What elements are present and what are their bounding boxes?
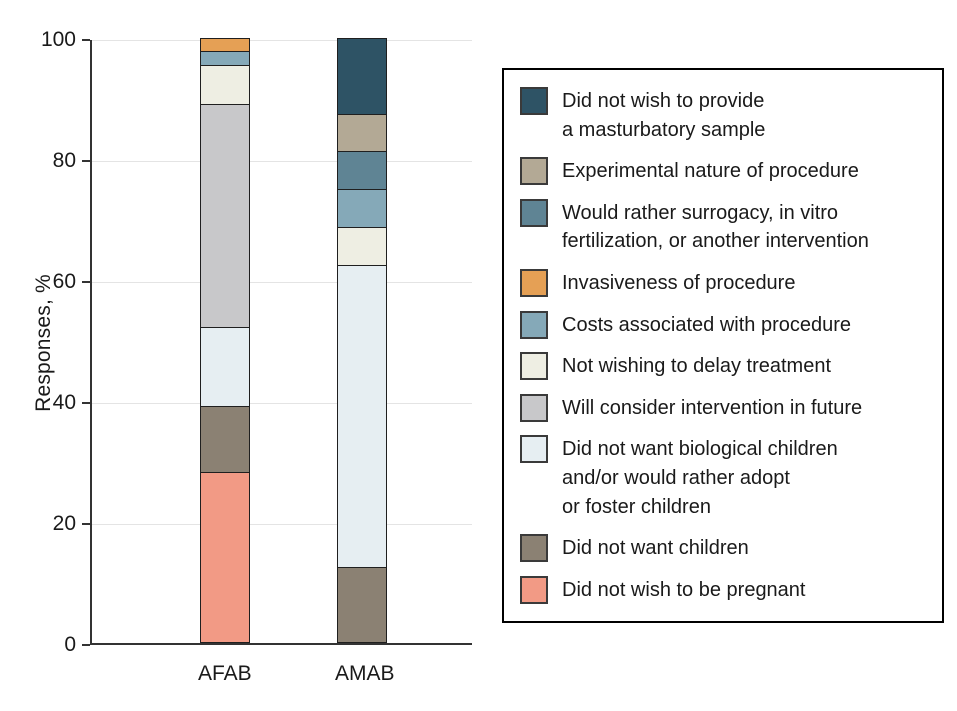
x-tick-label-afab: AFAB xyxy=(198,662,252,685)
y-tick-mark-20 xyxy=(82,523,90,525)
bar-segment xyxy=(337,151,387,190)
plot-area: 0 20 40 60 80 100 xyxy=(41,28,472,656)
y-tick-mark-100 xyxy=(82,39,90,41)
legend-item: Did not wish to provide a masturbatory s… xyxy=(520,87,928,144)
gridline-100 xyxy=(92,39,472,41)
legend-label: Will consider intervention in future xyxy=(562,396,863,419)
legend-swatch xyxy=(520,393,548,422)
legend-label: Did not want children xyxy=(562,537,749,560)
bar-segment xyxy=(200,405,250,472)
legend-label: Did not wish to be pregnant xyxy=(562,578,806,601)
legend-swatch xyxy=(520,198,548,227)
legend-swatch xyxy=(520,310,548,339)
y-tick-label-0: 0 xyxy=(64,633,76,656)
gridline-60 xyxy=(92,281,472,283)
legend-label: Invasiveness of procedure xyxy=(562,271,796,294)
y-tick-mark-80 xyxy=(82,160,90,162)
legend-label: Did not want biological children and/or … xyxy=(562,438,838,518)
legend-label: Not wishing to delay treatment xyxy=(562,355,832,378)
legend-swatch xyxy=(520,352,548,381)
y-tick-label-100: 100 xyxy=(40,28,76,51)
y-tick-label-20: 20 xyxy=(52,512,76,535)
gridline-40 xyxy=(92,402,472,404)
y-tick-mark-0 xyxy=(82,644,90,646)
legend-label: Experimental nature of procedure xyxy=(562,160,859,183)
bar-segment xyxy=(200,64,250,104)
y-tick-mark-40 xyxy=(82,402,90,404)
legend-swatch xyxy=(520,575,548,604)
legend-swatch xyxy=(520,87,548,115)
x-tick-label-amab: AMAB xyxy=(335,662,395,685)
legend-swatch xyxy=(520,534,548,563)
gridline-80 xyxy=(92,160,472,162)
legend-item: Not wishing to delay treatment xyxy=(520,352,928,381)
bar-segment xyxy=(337,264,387,568)
legend-item: Did not want children xyxy=(520,534,928,563)
legend-label: Costs associated with procedure xyxy=(562,313,852,336)
legend-label: Would rather surrogacy, in vitro fertili… xyxy=(562,201,869,253)
y-tick-mark-60 xyxy=(82,281,90,283)
bar-segment xyxy=(200,51,250,65)
bar-segment xyxy=(337,567,387,643)
bar-segment xyxy=(200,38,250,52)
legend-item: Costs associated with procedure xyxy=(520,310,928,340)
legend-item: Invasiveness of procedure xyxy=(520,268,928,298)
bar-amab xyxy=(337,38,387,643)
legend: Did not wish to provide a masturbatory s… xyxy=(502,68,944,624)
bar-segment xyxy=(200,327,250,406)
bar-afab xyxy=(200,38,250,643)
bar-segment xyxy=(337,38,387,114)
legend-item: Will consider intervention in future xyxy=(520,393,928,423)
bar-segment xyxy=(337,189,387,228)
bar-segment xyxy=(337,227,387,265)
legend-item: Did not want biological children and/or … xyxy=(520,435,928,521)
bar-segment xyxy=(200,103,250,328)
legend-item: Would rather surrogacy, in vitro fertili… xyxy=(520,198,928,256)
y-tick-label-40: 40 xyxy=(52,391,76,414)
y-tick-label-80: 80 xyxy=(52,149,76,172)
legend-item: Did not wish to be pregnant xyxy=(520,575,928,605)
legend-swatch xyxy=(520,268,548,297)
bar-segment xyxy=(337,113,387,152)
legend-item: Experimental nature of procedure xyxy=(520,157,928,186)
bar-segment xyxy=(200,471,250,643)
gridline-20 xyxy=(92,523,472,525)
legend-label: Did not wish to provide a masturbatory s… xyxy=(562,90,766,141)
legend-swatch xyxy=(520,435,548,464)
legend-swatch xyxy=(520,157,548,186)
y-tick-label-60: 60 xyxy=(52,270,76,293)
